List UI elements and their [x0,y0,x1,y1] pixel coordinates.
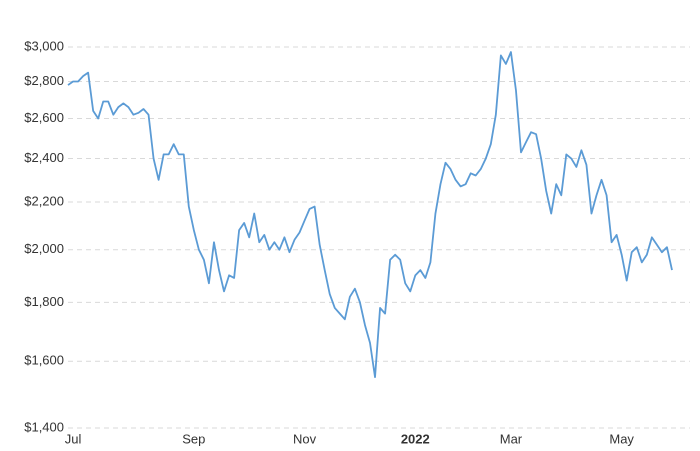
y-tick-label: $2,800 [24,73,64,88]
y-tick-label: $2,600 [24,110,64,125]
y-tick-label: $3,000 [24,38,64,53]
x-tick-label: Nov [293,431,317,446]
y-tick-label: $2,400 [24,150,64,165]
y-tick-label: $1,600 [24,353,64,368]
y-tick-label: $1,800 [24,294,64,309]
x-tick-label: 2022 [401,431,430,446]
y-tick-label: $2,000 [24,241,64,256]
price-line [67,51,673,379]
y-tick-label: $1,400 [24,419,64,434]
x-tick-label: Jul [65,431,82,446]
x-tick-label: Mar [500,431,523,446]
x-tick-label: Sep [182,431,205,446]
y-tick-label: $2,200 [24,193,64,208]
x-tick-label: May [609,431,634,446]
